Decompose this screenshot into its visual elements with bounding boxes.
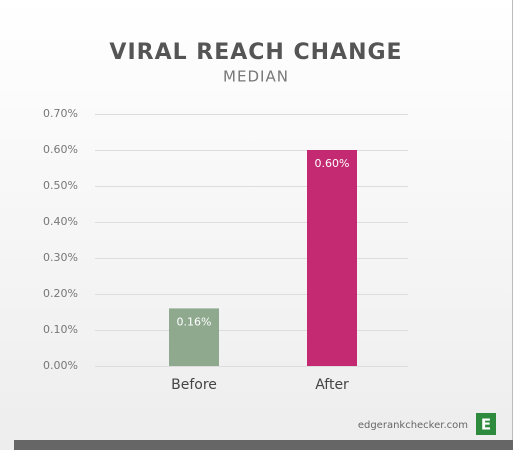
y-tick-label: 0.10%: [43, 323, 78, 336]
value-label: 0.60%: [315, 157, 350, 170]
y-tick-label: 0.70%: [43, 107, 78, 120]
y-tick-label: 0.40%: [43, 215, 78, 228]
y-tick-label: 0.20%: [43, 287, 78, 300]
logo: E: [481, 416, 491, 434]
x-tick-label: After: [315, 377, 349, 393]
y-tick-label: 0.30%: [43, 251, 78, 264]
chart-title: VIRAL REACH CHANGE: [109, 40, 402, 65]
chart-subtitle: MEDIAN: [223, 68, 289, 86]
bar: [169, 308, 219, 366]
value-label: 0.16%: [177, 315, 212, 328]
source: edgerankchecker.com: [358, 420, 468, 431]
y-tick-label: 0.00%: [43, 359, 78, 372]
footer-bar: [14, 440, 513, 450]
x-tick-label: Before: [171, 377, 217, 393]
bar: [307, 150, 357, 366]
y-tick-label: 0.50%: [43, 179, 78, 192]
y-tick-label: 0.60%: [43, 143, 78, 156]
logo-box: [476, 413, 496, 435]
